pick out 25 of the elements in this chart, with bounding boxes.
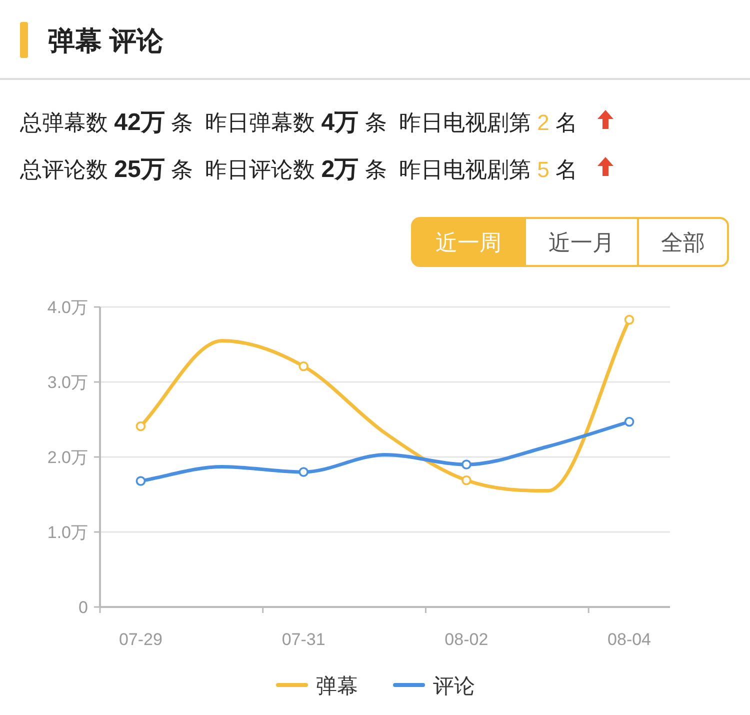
point (462, 460, 472, 470)
x-tick-label: 07-31 (282, 630, 326, 649)
legend-label: 评论 (433, 675, 475, 698)
y-tick-label: 0 (78, 598, 88, 617)
point (136, 476, 146, 486)
text: 总评论数 25万 条 昨日评论数 2万 条 昨日电视剧第 5 名 (19, 156, 578, 183)
point (298, 467, 308, 477)
x-tick-label: 08-04 (608, 630, 652, 649)
point (624, 416, 634, 427)
legend-label: 弹幕 (316, 675, 358, 698)
y-tick-label: 3.0万 (47, 373, 88, 392)
y-tick-label: 2.0万 (47, 448, 88, 467)
chart-title: 弹幕 评论 (48, 26, 164, 56)
text: 总弹幕数 42万 条 昨日弹幕数 4万 条 昨日电视剧第 2 名 (19, 109, 578, 136)
point (136, 421, 146, 432)
text: 全部 (661, 230, 705, 255)
x-tick-label: 08-02 (444, 630, 488, 649)
y-tick-label: 4.0万 (47, 298, 88, 317)
point (462, 475, 472, 486)
x-tick-label: 07-29 (118, 630, 162, 649)
y-tick-label: 1.0万 (47, 523, 88, 542)
point (624, 314, 634, 325)
text: 近一月 (548, 230, 614, 255)
point (298, 361, 308, 372)
text: 近一周 (436, 230, 502, 255)
